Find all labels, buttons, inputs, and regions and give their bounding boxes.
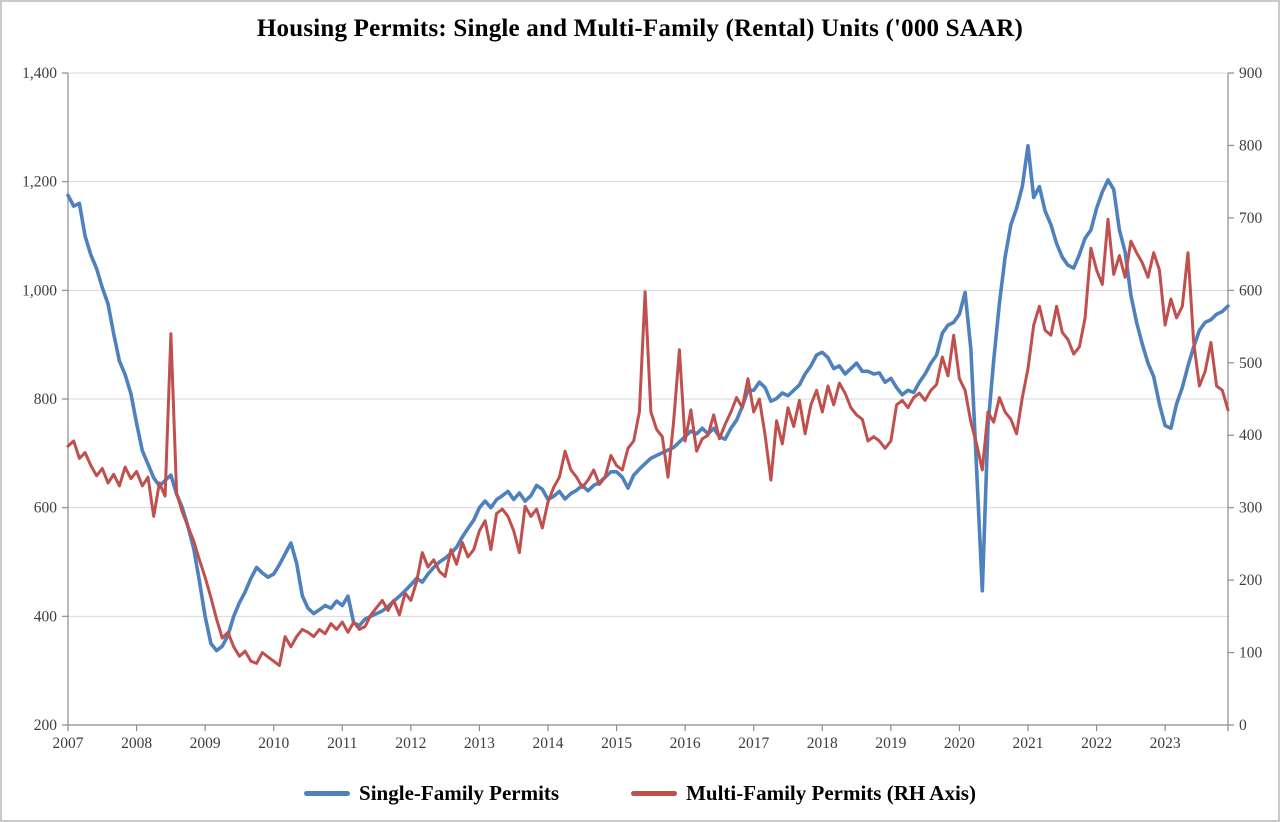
svg-text:800: 800: [34, 391, 58, 408]
svg-text:2017: 2017: [738, 735, 769, 752]
svg-text:2023: 2023: [1150, 735, 1181, 752]
svg-text:200: 200: [1239, 572, 1263, 589]
left-axis-labels: 200 400 600 800 1,000 1,200 1,400: [22, 65, 68, 734]
legend-item-single-family: Single-Family Permits: [304, 781, 559, 806]
svg-text:2011: 2011: [327, 735, 357, 752]
svg-text:2009: 2009: [190, 735, 221, 752]
svg-text:1,400: 1,400: [22, 65, 57, 82]
svg-text:400: 400: [34, 608, 58, 625]
svg-text:2020: 2020: [944, 735, 975, 752]
svg-text:500: 500: [1239, 355, 1263, 372]
svg-text:2008: 2008: [121, 735, 152, 752]
svg-text:2016: 2016: [670, 735, 701, 752]
svg-text:2007: 2007: [53, 735, 84, 752]
svg-text:200: 200: [34, 717, 58, 734]
svg-text:1,200: 1,200: [22, 174, 57, 191]
right-axis-labels: 0 100 200 300 400 500 600 700 800 900: [1228, 65, 1263, 734]
svg-text:2021: 2021: [1013, 735, 1044, 752]
svg-text:2015: 2015: [601, 735, 632, 752]
chart-title: Housing Permits: Single and Multi-Family…: [256, 15, 1024, 42]
svg-text:800: 800: [1239, 137, 1263, 154]
legend-label-multi-family: Multi-Family Permits (RH Axis): [686, 781, 976, 805]
svg-text:1,000: 1,000: [22, 282, 57, 299]
svg-text:2019: 2019: [875, 735, 906, 752]
svg-text:700: 700: [1239, 210, 1263, 227]
legend-item-multi-family: Multi-Family Permits (RH Axis): [631, 781, 976, 806]
gridlines: [68, 72, 1228, 617]
svg-text:400: 400: [1239, 427, 1263, 444]
svg-text:300: 300: [1239, 500, 1263, 517]
svg-text:600: 600: [34, 500, 58, 517]
single-family-line-swatch: [304, 791, 351, 796]
series-line-single-family: [66, 144, 1230, 653]
legend-label-single-family: Single-Family Permits: [359, 781, 560, 805]
svg-text:2010: 2010: [258, 735, 289, 752]
svg-text:2014: 2014: [533, 735, 564, 752]
svg-text:900: 900: [1239, 65, 1263, 82]
series-line-multi-family: [66, 217, 1230, 668]
svg-text:2013: 2013: [464, 735, 495, 752]
svg-text:0: 0: [1239, 717, 1247, 734]
svg-text:600: 600: [1239, 282, 1263, 299]
multi-family-line-swatch: [631, 791, 678, 796]
svg-text:100: 100: [1239, 645, 1263, 662]
chart-legend: Single-Family Permits Multi-Family Permi…: [0, 781, 1280, 806]
svg-text:2012: 2012: [395, 735, 426, 752]
svg-text:2018: 2018: [807, 735, 838, 752]
x-axis-labels: 2007 2008 2009 2010 2011 2012 2013 2014 2015 2016…: [53, 725, 1229, 752]
svg-text:2022: 2022: [1081, 735, 1112, 752]
